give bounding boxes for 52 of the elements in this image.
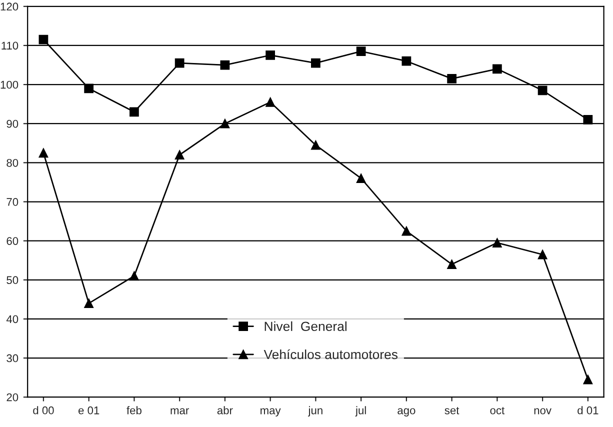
y-tick-label: 40 <box>6 315 18 324</box>
x-tick-label: abr <box>217 406 233 414</box>
point <box>130 107 139 117</box>
point <box>402 56 412 66</box>
y-tick-label: 80 <box>6 158 18 167</box>
x-tick-label: jul <box>355 406 366 416</box>
point <box>583 374 593 384</box>
y-tick-label: 60 <box>6 237 18 245</box>
x-tick-label: d 00 <box>33 406 54 414</box>
x-tick-label: jun <box>308 406 322 416</box>
x-tick-label: e 01 <box>78 406 100 414</box>
y-tick-label: 90 <box>6 120 18 128</box>
point <box>84 84 94 94</box>
y-tick-label: 110 <box>2 42 18 50</box>
x-tick-label: set <box>444 407 460 414</box>
point <box>311 58 320 68</box>
point <box>130 271 139 281</box>
point <box>492 64 502 74</box>
y-tick-label: 100 <box>0 80 18 89</box>
x-tick-label: oct <box>490 407 505 414</box>
point <box>402 226 412 236</box>
x-tick-label: nov <box>534 408 552 414</box>
point <box>174 150 184 160</box>
point <box>538 86 548 96</box>
y-tick-label: 120 <box>0 2 18 11</box>
x-tick-label: d 01 <box>578 406 598 414</box>
x-tick-label: mar <box>170 408 189 414</box>
legend-label: Nivel General <box>264 321 346 332</box>
y-tick-label: 70 <box>6 198 18 206</box>
point <box>356 174 366 183</box>
point <box>583 115 593 124</box>
point <box>220 60 230 70</box>
point <box>174 58 184 68</box>
x-tick-label: ago <box>398 408 416 416</box>
point <box>447 260 456 269</box>
point <box>356 46 366 56</box>
legend-label: Vehículos automotores <box>264 349 398 360</box>
x-tick-label: may <box>260 408 281 416</box>
point <box>538 250 548 260</box>
y-tick-label: 20 <box>6 393 18 402</box>
x-tick-label: feb <box>126 406 142 414</box>
point <box>266 97 276 107</box>
y-tick-label: 50 <box>6 276 18 284</box>
point <box>84 298 94 308</box>
point <box>38 148 48 158</box>
y-tick-label: 30 <box>6 354 18 362</box>
point <box>447 74 456 84</box>
point <box>492 238 502 248</box>
point <box>266 50 276 60</box>
point <box>311 140 320 150</box>
point <box>38 34 48 44</box>
point <box>220 118 230 128</box>
